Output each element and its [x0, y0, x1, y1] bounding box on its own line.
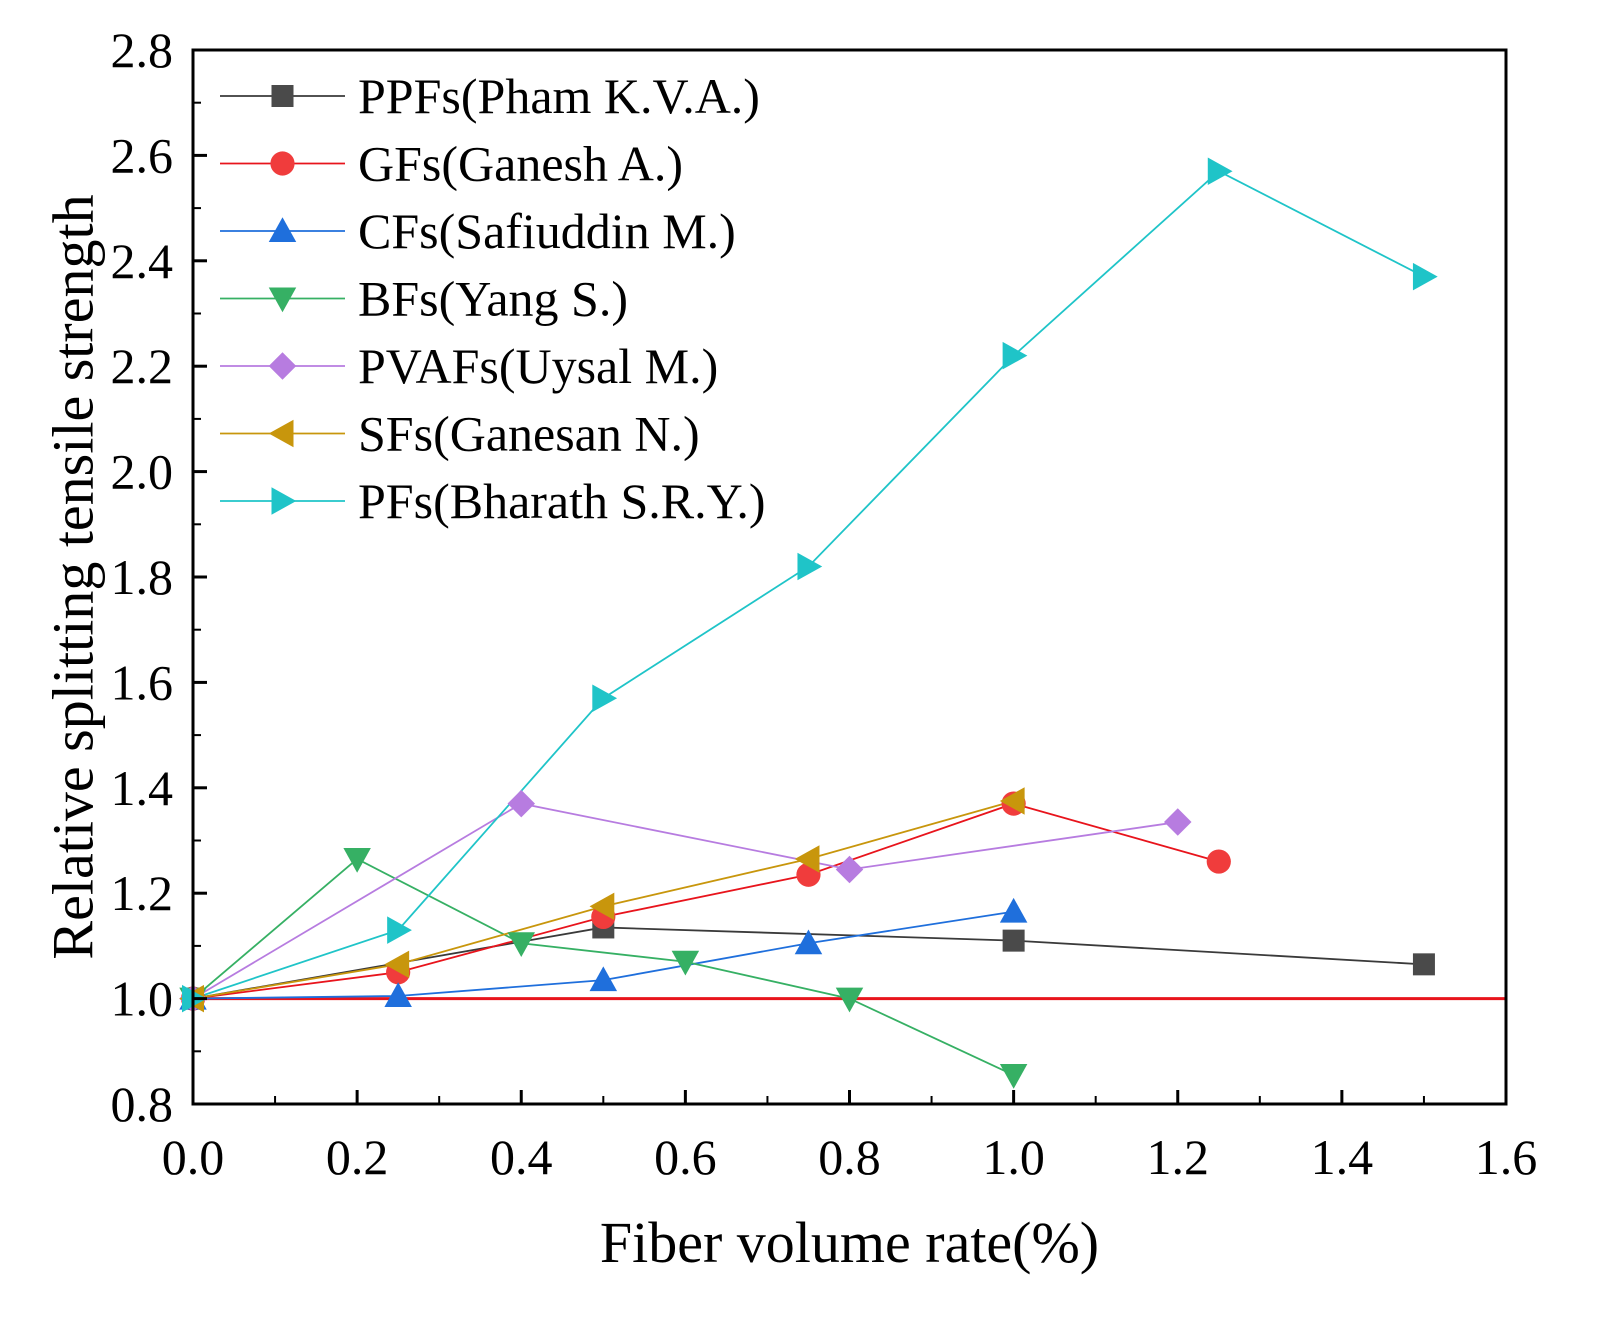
x-tick-label: 1.2 — [1147, 1129, 1210, 1185]
x-axis-title: Fiber volume rate(%) — [600, 1210, 1099, 1275]
series-6-point — [1207, 157, 1233, 185]
y-axis-title: Relative splitting tensile strength — [40, 194, 105, 959]
legend-label: PPFs(Pham K.V.A.) — [358, 68, 760, 124]
legend: PPFs(Pham K.V.A.) GFs(Ganesh A.) CFs(Safiu… — [220, 68, 765, 529]
y-tick-label: 0.8 — [111, 1076, 174, 1132]
series-4-point — [1164, 808, 1192, 836]
legend-marker — [270, 151, 295, 176]
legend-marker — [268, 419, 294, 448]
x-tick-label: 1.0 — [982, 1129, 1045, 1185]
x-tick-label: 0.8 — [818, 1129, 881, 1185]
y-axis-ticks: 0.8 1.0 1.2 1.4 1.6 1.8 2.0 2.2 2.4 2.6 2.8 — [111, 22, 207, 1132]
series-3-point — [671, 950, 700, 976]
series-markers-layer — [179, 157, 1438, 1089]
y-tick-label: 2.4 — [111, 233, 174, 289]
series-4-point — [507, 789, 535, 818]
legend-marker — [271, 85, 294, 107]
series-5-point — [589, 892, 615, 921]
y-tick-label: 1.6 — [111, 654, 174, 710]
series-1-point — [1206, 849, 1231, 874]
x-axis-ticks: 0.0 0.2 0.4 0.6 0.8 1.0 1.2 1.4 1.6 — [162, 1090, 1538, 1185]
series-line-3 — [192, 857, 1015, 1076]
series-6-point — [797, 552, 823, 581]
y-tick-label: 1.8 — [111, 549, 174, 605]
series-6-point — [1002, 341, 1028, 370]
legend-label: BFs(Yang S.) — [358, 271, 628, 327]
series-5-point — [794, 845, 820, 873]
legend-marker — [268, 287, 297, 313]
y-tick-label: 1.4 — [111, 760, 174, 816]
legend-label: PFs(Bharath S.R.Y.) — [358, 473, 765, 529]
series-3-point — [507, 932, 535, 958]
series-3-point — [999, 1064, 1028, 1089]
legend-label: CFs(Safiuddin M.) — [358, 203, 736, 259]
legend-marker — [271, 487, 297, 515]
series-2-point — [589, 966, 618, 992]
y-tick-label: 1.0 — [111, 971, 174, 1027]
legend-label: SFs(Ganesan N.) — [358, 406, 700, 462]
legend-marker — [268, 217, 297, 242]
series-6-point — [387, 916, 412, 944]
y-tick-label: 2.0 — [111, 444, 174, 500]
legend-label: GFs(Ganesh A.) — [358, 136, 683, 192]
series-2-point — [999, 897, 1028, 923]
y-tick-label: 2.6 — [111, 127, 174, 183]
x-tick-label: 1.4 — [1311, 1129, 1374, 1185]
series-line-1 — [192, 802, 1220, 1000]
x-tick-label: 0.2 — [326, 1129, 389, 1185]
legend-marker — [268, 352, 297, 380]
series-2-point — [794, 929, 823, 955]
series-6-point — [592, 684, 618, 712]
series-2-point — [384, 982, 412, 1007]
series-5-point — [384, 950, 410, 979]
x-tick-label: 0.6 — [654, 1129, 717, 1185]
legend-label: PVAFs(Uysal M.) — [358, 338, 718, 394]
y-tick-label: 2.8 — [111, 22, 174, 78]
series-0-point — [1002, 929, 1025, 952]
series-5-point — [999, 787, 1025, 815]
series-0-point — [1412, 953, 1435, 976]
x-tick-label: 0.4 — [490, 1129, 553, 1185]
series-4-point — [835, 855, 864, 884]
series-6-point — [1412, 262, 1438, 291]
x-tick-label: 0.0 — [162, 1129, 225, 1185]
series-3-point — [343, 847, 371, 873]
series-3-point — [835, 987, 864, 1013]
y-tick-label: 1.2 — [111, 865, 174, 921]
x-tick-label: 1.6 — [1475, 1129, 1538, 1185]
series-line-4 — [192, 802, 1178, 1000]
y-tick-label: 2.2 — [111, 338, 174, 394]
